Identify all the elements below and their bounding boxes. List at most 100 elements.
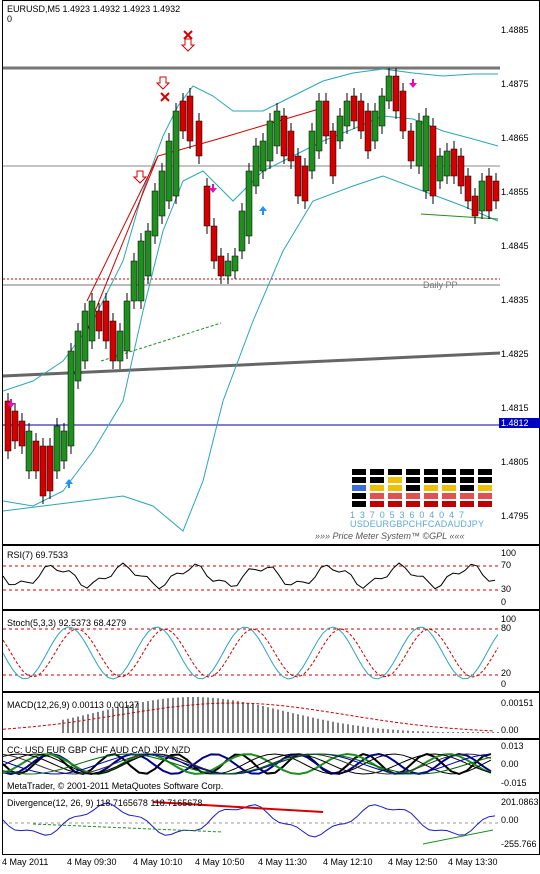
stoch-signal-line: [3, 628, 499, 678]
bearish-candle: [32, 440, 40, 472]
bullish-candle: [231, 255, 239, 272]
stoch-tick: 80: [501, 623, 512, 633]
bullish-candle: [67, 350, 75, 447]
stoch-tick: 20: [501, 668, 512, 678]
price-meter-cell: [370, 501, 384, 507]
price-meter-cell: [478, 485, 492, 491]
bearish-candle: [364, 110, 372, 152]
divergence-dash: [32, 823, 224, 833]
bullish-candle: [245, 170, 253, 237]
divergence-axis: 201.0863 0.00 -255.766: [499, 793, 540, 853]
bullish-candle: [74, 330, 82, 382]
sell-arrow-icon: [409, 79, 417, 88]
cc-tick: 0.00: [501, 759, 519, 769]
bullish-candle: [443, 150, 451, 177]
bollinger-middle: [3, 115, 499, 507]
price-meter-title: »»» Price Meter System™ ©GPL «««: [315, 531, 465, 541]
price-tick: 1.4805: [501, 457, 529, 467]
price-meter-cell: [352, 469, 366, 475]
bullish-candle: [144, 230, 152, 277]
bullish-candle: [130, 260, 138, 302]
cc-label: CC: USD EUR GBP CHF AUD CAD JPY NZD: [7, 745, 191, 755]
bullish-candle: [478, 180, 486, 212]
price-meter-digits: 1 3 7 0 5 3 6 0 4 0 4 7: [350, 510, 466, 520]
price-chart-pane[interactable]: EURUSD,M5 1.4923 1.4932 1.4923 1.4932 0 …: [2, 0, 540, 545]
price-meter-cell: [424, 477, 438, 483]
support-line: [420, 213, 499, 220]
price-meter-cell: [460, 485, 474, 491]
price-meter-cell: [352, 477, 366, 483]
price-tick: 1.4885: [501, 25, 529, 35]
trend-line: [3, 351, 501, 378]
time-axis: 4 May 2011 4 May 09:30 4 May 10:10 4 May…: [0, 855, 540, 873]
exit-cross-icon: [160, 92, 170, 102]
price-meter-widget: 1 3 7 0 5 3 6 0 4 0 4 7 USDEURGBPCHFCADA…: [315, 467, 494, 542]
price-meter-cell: [406, 477, 420, 483]
price-chart-canvas[interactable]: [3, 1, 539, 544]
buy-arrow-icon: [259, 206, 267, 215]
currency-line: [3, 753, 492, 775]
bearish-candle: [217, 255, 225, 277]
bearish-candle: [471, 195, 479, 217]
rsi-pane[interactable]: RSI(7) 69.7533: [2, 545, 540, 610]
sell-arrow-icon: [7, 399, 15, 408]
price-meter-cell: [388, 485, 402, 491]
time-tick: 4 May 2011: [2, 857, 49, 867]
bearish-candle: [109, 320, 117, 362]
price-meter-cell: [388, 469, 402, 475]
price-meter-cell: [388, 493, 402, 499]
price-meter-cell: [388, 501, 402, 507]
bearish-candle: [492, 180, 500, 202]
bearish-candle: [46, 445, 54, 492]
price-meter-bars: [349, 467, 494, 509]
price-meter-cell: [424, 485, 438, 491]
stoch-main-line: [3, 626, 499, 680]
bullish-candle: [158, 170, 166, 217]
stoch-tick: 100: [501, 614, 517, 624]
price-meter-cell: [442, 501, 456, 507]
price-tick: 1.4855: [501, 187, 529, 197]
bearish-candle: [301, 165, 309, 202]
bearish-candle: [280, 115, 288, 157]
rsi-line: [3, 562, 500, 591]
bullish-candle: [315, 100, 323, 152]
price-meter-cell: [478, 469, 492, 475]
price-meter-cell: [442, 485, 456, 491]
rsi-tick: 30: [501, 584, 512, 594]
cc-tick: 0.013: [501, 741, 524, 751]
stochastic-pane[interactable]: Stoch(5,3,3) 92.5373 68.4279: [2, 610, 540, 692]
price-axis: 1.4885 1.4875 1.4865 1.4855 1.4845 1.483…: [499, 0, 540, 543]
stochastic-lines: [3, 626, 500, 680]
bullish-candle: [308, 130, 316, 172]
divergence-pane[interactable]: Divergence(12, 26, 9) 118.7165678 118.71…: [2, 793, 540, 855]
price-meter-cell: [370, 477, 384, 483]
rsi-label: RSI(7) 69.7533: [7, 550, 69, 560]
price-tick: 1.4865: [501, 133, 529, 143]
bearish-candle: [457, 155, 465, 187]
price-meter-cell: [478, 493, 492, 499]
bearish-candle: [95, 310, 103, 332]
bearish-candle: [429, 125, 437, 197]
bullish-candle: [238, 210, 246, 252]
price-meter-cell: [460, 469, 474, 475]
price-meter-cell: [442, 469, 456, 475]
bearish-candle: [485, 175, 493, 212]
price-meter-cell: [352, 493, 366, 499]
bearish-candle: [392, 75, 400, 112]
bullish-candle: [336, 115, 344, 142]
daily-pp-label: Daily PP: [423, 280, 458, 290]
bearish-candle: [102, 300, 110, 342]
price-meter-cell: [406, 485, 420, 491]
bullish-candle: [116, 330, 124, 362]
fractal-arrow-icon: [180, 38, 196, 52]
currency-correlation-pane[interactable]: CC: USD EUR GBP CHF AUD CAD JPY NZD Meta…: [2, 739, 540, 793]
bearish-candle: [4, 400, 12, 452]
price-meter-cell: [370, 485, 384, 491]
bullish-candle: [165, 140, 173, 202]
bullish-candle: [88, 300, 96, 342]
bearish-candle: [203, 185, 211, 227]
macd-pane[interactable]: MACD(12,26,9) 0.00113 0.00127: [2, 692, 540, 739]
currency-lines: [3, 752, 492, 776]
price-tick: 1.4845: [501, 241, 529, 251]
fractal-arrow-icon: [155, 76, 171, 90]
